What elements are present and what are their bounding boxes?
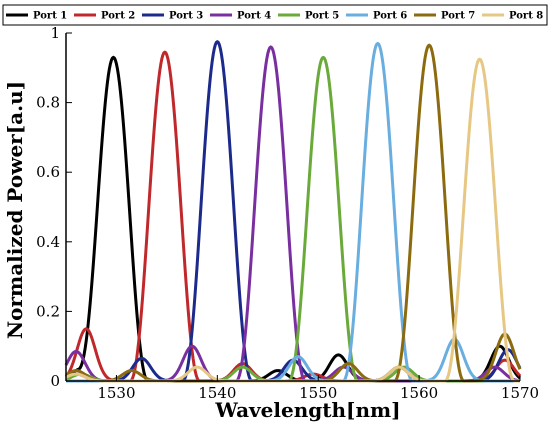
legend: Port 1 Port 2 Port 3 Port 4 Port 5 Port 6 Port…	[2, 4, 548, 26]
series-line-port-5	[65, 55, 521, 383]
series-line-port-6	[65, 41, 521, 383]
y-tick-label-1: 1	[50, 24, 60, 42]
x-tick-label-1540: 1540	[198, 384, 236, 402]
x-axis-title: Wavelength[nm]	[214, 398, 400, 422]
y-tick-label-0.6: 0.6	[36, 163, 60, 181]
series-line-port-4	[64, 45, 521, 383]
legend-label-port-6: Port 6	[373, 11, 407, 22]
legend-label-port-2: Port 2	[101, 11, 135, 22]
x-tick-label-1530: 1530	[97, 384, 135, 402]
legend-label-port-4: Port 4	[237, 11, 271, 22]
x-tick-label-1570: 1570	[501, 384, 539, 402]
y-tick-label-0.4: 0.4	[36, 233, 60, 251]
series-line-port-2	[64, 50, 522, 383]
legend-label-port-5: Port 5	[305, 11, 339, 22]
x-tick-label-1560: 1560	[400, 384, 438, 402]
y-tick-label-0.8: 0.8	[36, 94, 60, 112]
series-line-port-3	[65, 40, 522, 383]
x-tick-label-1550: 1550	[299, 384, 337, 402]
legend-label-port-3: Port 3	[169, 11, 203, 22]
y-axis-title: Normalized Power[a.u]	[3, 81, 27, 339]
y-tick-label-0: 0	[50, 372, 60, 390]
y-tick-label-0.2: 0.2	[36, 302, 60, 320]
series-line-port-7	[65, 43, 522, 383]
legend-label-port-1: Port 1	[33, 11, 67, 22]
plot-area	[64, 40, 522, 383]
series-line-port-1	[65, 55, 521, 383]
axes: 1530 1540 1550 1560 1570 0 0.2 0.4 0.6 0.8 1	[36, 24, 539, 402]
series-line-port-8	[65, 57, 521, 383]
legend-label-port-7: Port 7	[441, 11, 475, 22]
legend-label-port-8: Port 8	[509, 11, 543, 22]
